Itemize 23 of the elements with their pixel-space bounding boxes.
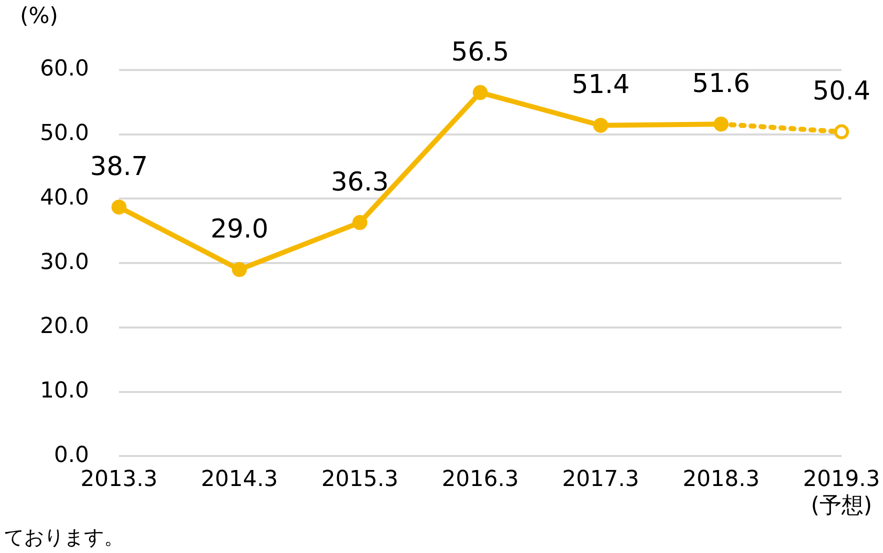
y-tick-label: 10.0: [40, 378, 89, 404]
y-tick-label: 0.0: [54, 442, 89, 468]
x-tick-label: 2017.3: [562, 467, 640, 492]
data-label: 56.5: [451, 37, 510, 68]
y-axis-title: (%): [20, 4, 58, 29]
x-tick-label: 2013.3: [80, 467, 158, 492]
x-tick-label: 2015.3: [321, 467, 398, 492]
x-tick-label: 2019.3 (予想): [803, 467, 880, 519]
data-label: 50.4: [812, 76, 870, 107]
y-tick-label: 50.0: [40, 121, 89, 146]
data-label: 51.6: [692, 68, 750, 99]
x-tick-label: 2018.3: [682, 467, 760, 492]
y-tick-label: 20.0: [40, 314, 89, 340]
y-tick-label: 60.0: [40, 56, 89, 82]
data-label: 29.0: [210, 214, 268, 244]
x-tick-label: 2016.3: [442, 467, 519, 492]
data-label: 36.3: [330, 167, 389, 198]
text: ております。: [4, 524, 124, 551]
y-tick-label: 40.0: [40, 185, 89, 210]
data-label: 51.4: [572, 70, 630, 100]
y-tick-label: 30.0: [40, 250, 89, 275]
x-tick-label: 2014.3: [200, 467, 278, 492]
data-label: 38.7: [90, 152, 148, 182]
